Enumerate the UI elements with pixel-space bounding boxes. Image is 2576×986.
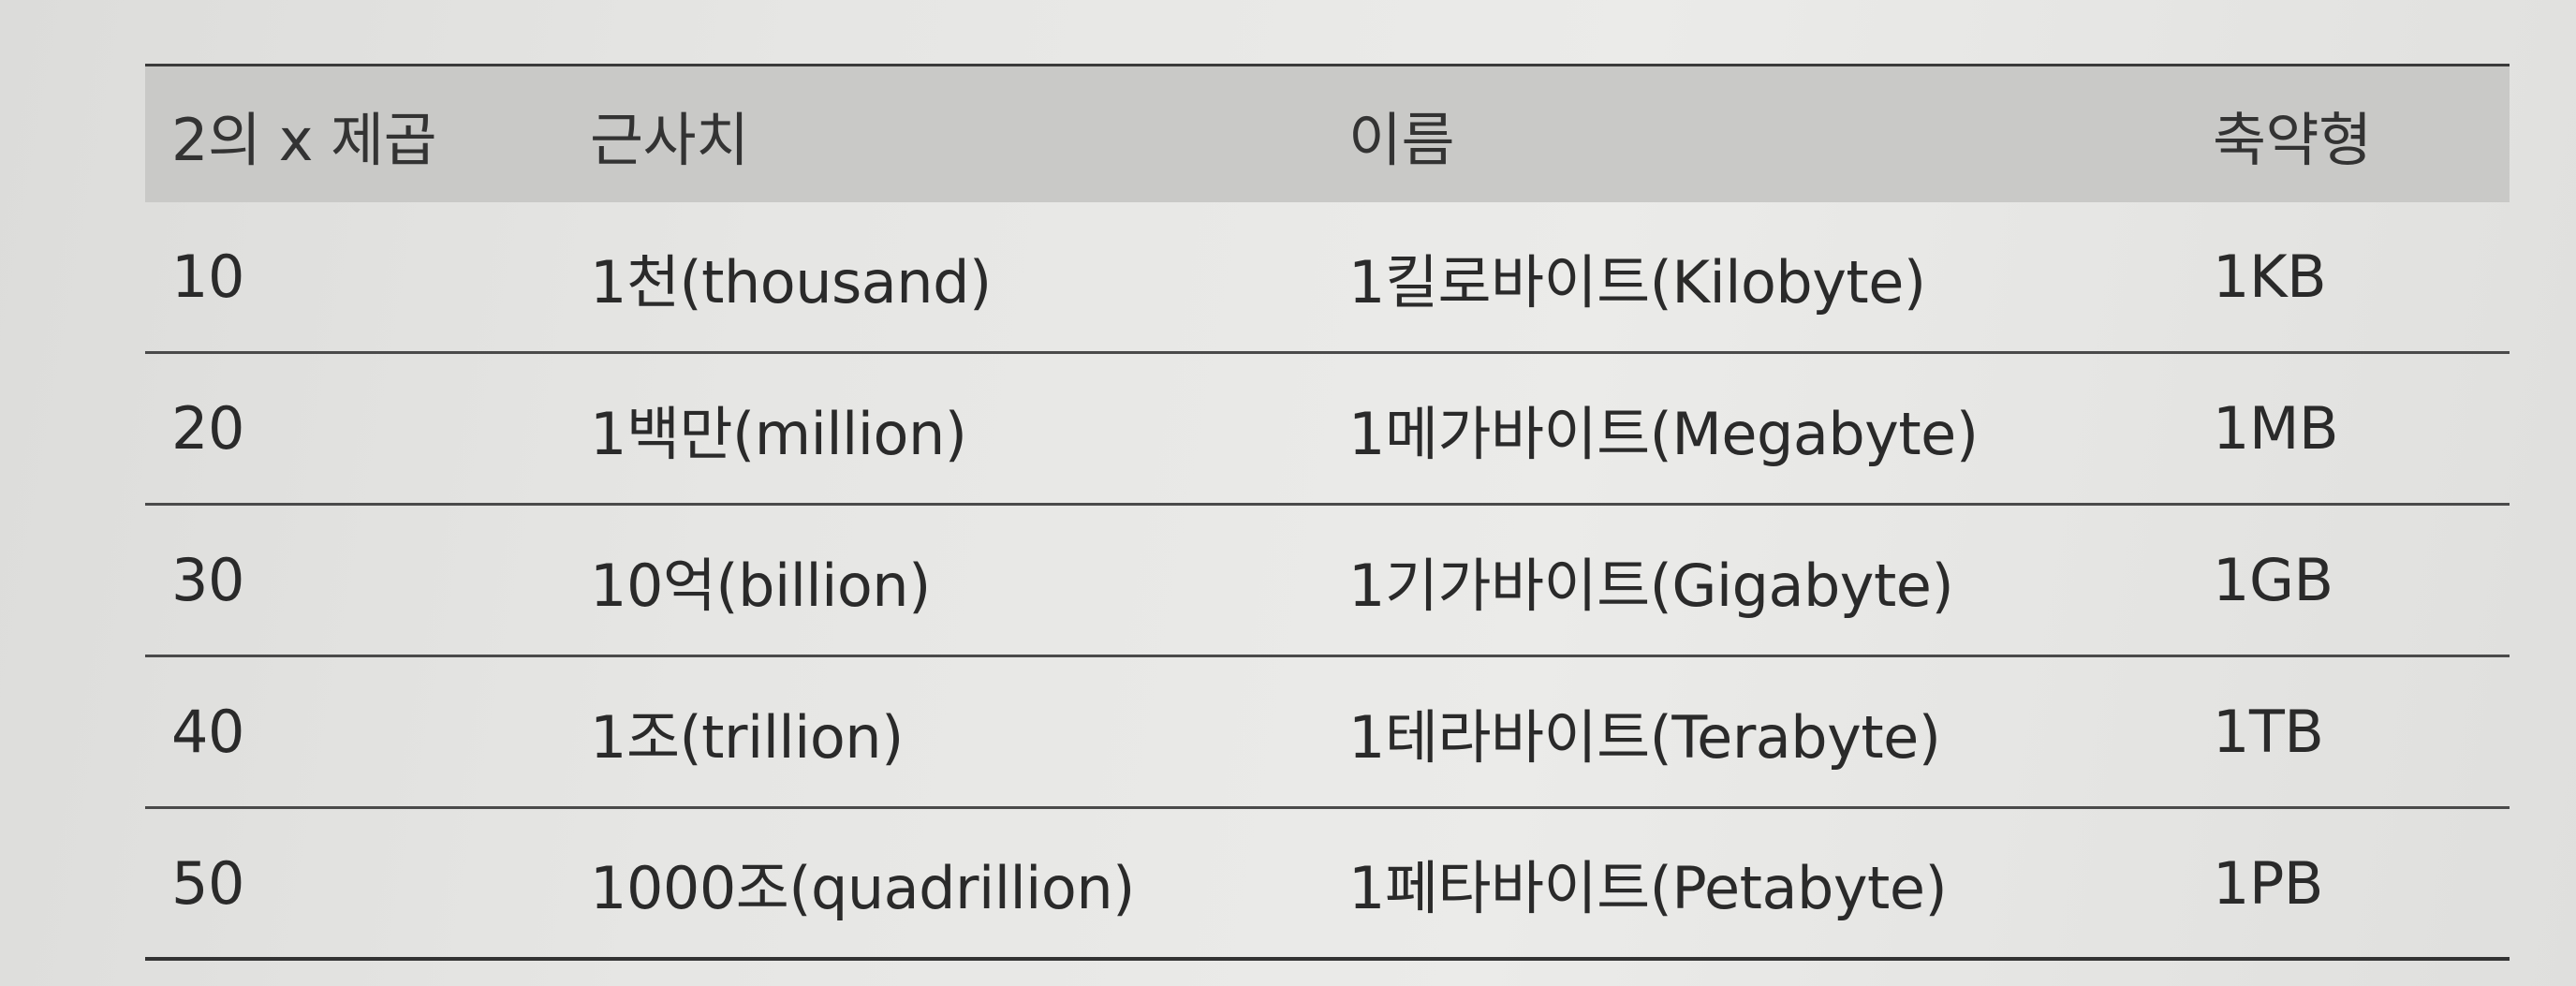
cell-name: 1페타바이트(Petabyte) bbox=[1348, 854, 1948, 922]
header-name: 이름 bbox=[1348, 105, 1455, 174]
header-abbreviation: 축약형 bbox=[2213, 105, 2372, 174]
cell-approximation: 1조(trillion) bbox=[590, 702, 904, 772]
cell-name: 1킬로바이트(Kilobyte) bbox=[1348, 247, 1926, 316]
table-row: 30 10억(billion) 1기가바이트(Gigabyte) 1GB bbox=[145, 506, 2510, 657]
data-table: 2의 x 제곱 근사치 이름 축약형 10 1천(thousand) 1킬로바이… bbox=[145, 54, 2510, 961]
cell-approximation: 1천(thousand) bbox=[590, 247, 992, 316]
header-approximation: 근사치 bbox=[590, 105, 749, 174]
cell-power: 10 bbox=[171, 243, 244, 311]
cell-abbreviation: 1GB bbox=[2213, 546, 2333, 614]
table-row: 20 1백만(million) 1메가바이트(Megabyte) 1MB bbox=[145, 354, 2510, 506]
cell-power: 50 bbox=[171, 848, 244, 918]
table-row: 50 1000조(quadrillion) 1페타바이트(Petabyte) 1… bbox=[145, 809, 2510, 961]
cell-name: 1기가바이트(Gigabyte) bbox=[1348, 551, 1954, 620]
table-row: 10 1천(thousand) 1킬로바이트(Kilobyte) 1KB bbox=[145, 202, 2510, 354]
table-header: 2의 x 제곱 근사치 이름 축약형 bbox=[145, 64, 2510, 202]
cell-power: 20 bbox=[171, 394, 244, 463]
table-row: 40 1조(trillion) 1테라바이트(Terabyte) 1TB bbox=[145, 657, 2510, 809]
cell-power: 40 bbox=[171, 698, 244, 766]
cell-approximation: 1백만(million) bbox=[590, 399, 967, 468]
cell-approximation: 1000조(quadrillion) bbox=[590, 854, 1135, 922]
cell-abbreviation: 1TB bbox=[2213, 698, 2324, 766]
cell-name: 1테라바이트(Terabyte) bbox=[1348, 702, 1941, 772]
cell-abbreviation: 1PB bbox=[2213, 848, 2323, 918]
cell-power: 30 bbox=[171, 546, 244, 614]
cell-name: 1메가바이트(Megabyte) bbox=[1348, 399, 1979, 468]
header-power: 2의 x 제곱 bbox=[171, 105, 437, 174]
cell-abbreviation: 1KB bbox=[2213, 243, 2327, 311]
cell-abbreviation: 1MB bbox=[2213, 394, 2338, 463]
cell-approximation: 10억(billion) bbox=[590, 551, 931, 620]
